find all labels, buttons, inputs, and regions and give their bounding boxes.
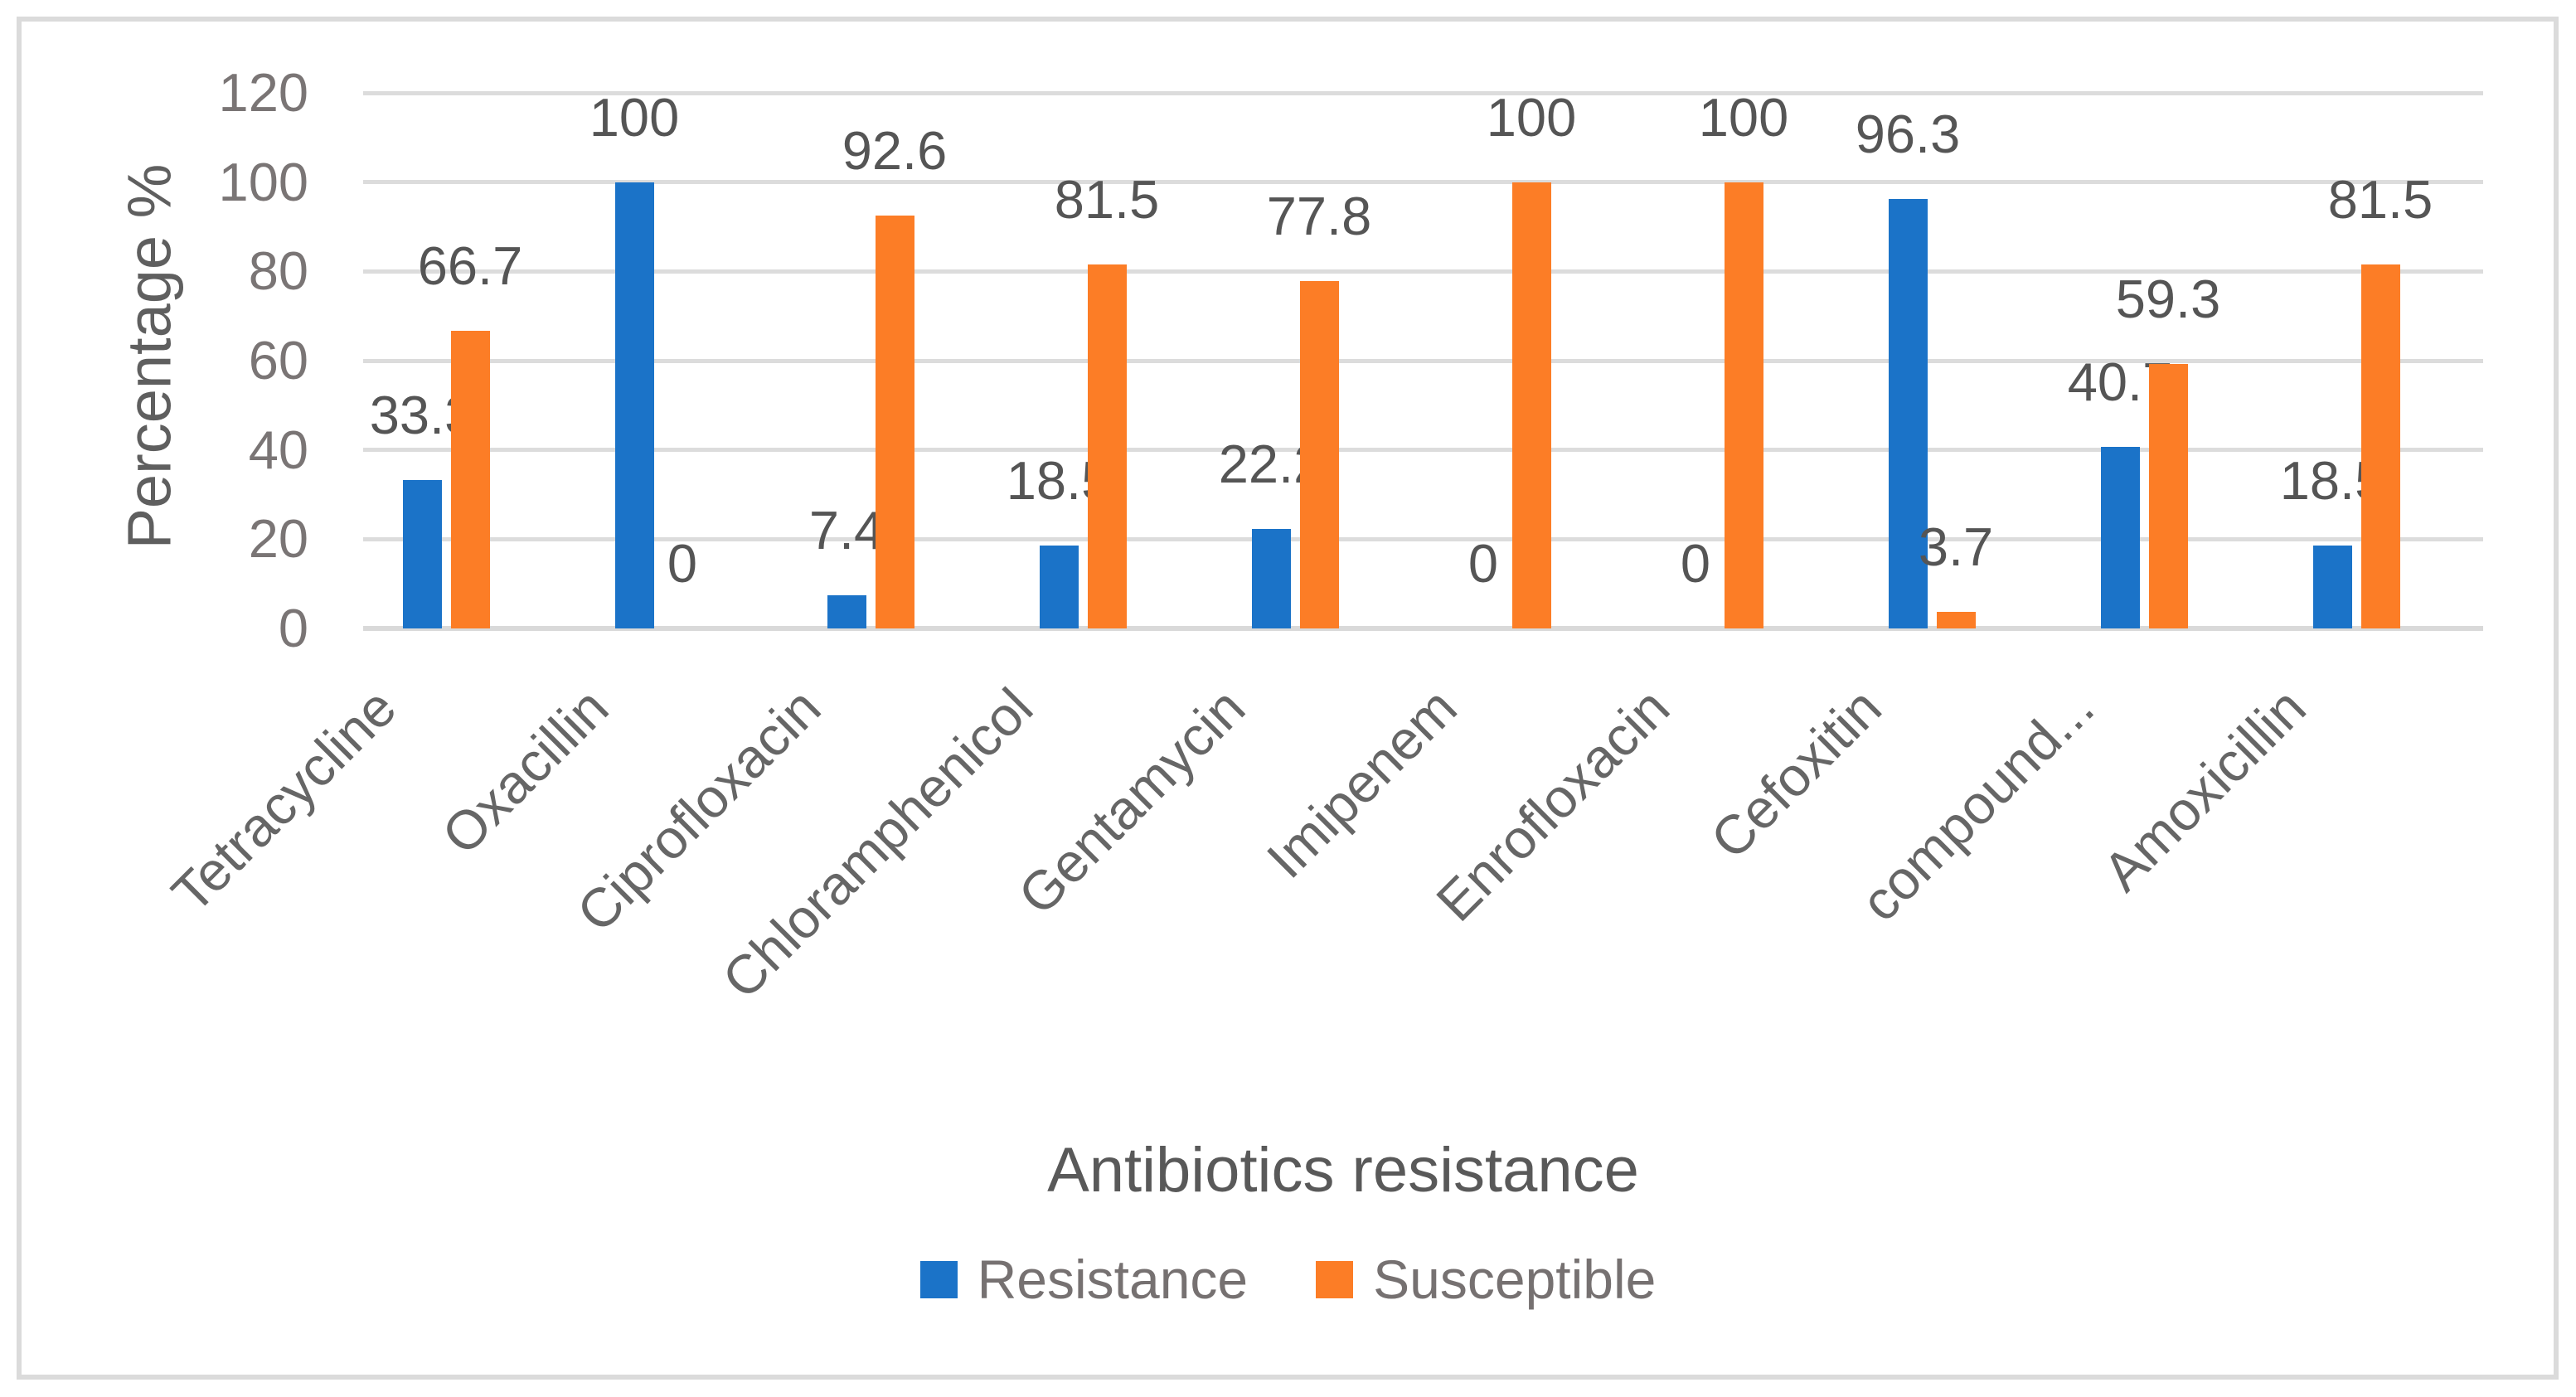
x-axis-title: Antibiotics resistance: [1047, 1135, 1639, 1205]
gridline-20: [363, 537, 2483, 541]
legend-swatch-resistance: [919, 1260, 958, 1298]
bar-resistance-oxacillin: [615, 182, 654, 628]
bar-label-susceptible-ciprofloxacin: 92.6: [842, 120, 948, 181]
bar-label-susceptible-compound: 59.3: [2115, 269, 2221, 329]
legend-label-resistance: Resistance: [977, 1249, 1249, 1310]
y-tick-label-40: 40: [248, 420, 308, 480]
bar-label-susceptible-imipenem: 100: [1486, 87, 1577, 148]
bar-label-susceptible-amoxicillin: 81.5: [2327, 169, 2433, 230]
bar-label-resistance-amoxicillin: 18.5: [2279, 450, 2385, 511]
bar-label-resistance-cefoxitin: 96.3: [1855, 104, 1961, 164]
bar-label-susceptible-cefoxitin: 3.7: [1918, 517, 1994, 577]
bar-label-susceptible-enrofloxacin: 100: [1698, 87, 1789, 148]
legend-swatch-susceptible: [1316, 1260, 1354, 1298]
bar-label-susceptible-chloramphenicol: 81.5: [1054, 169, 1160, 230]
bar-resistance-cefoxitin: [1889, 199, 1928, 628]
bar-susceptible-tetracycline: [451, 331, 490, 628]
bar-resistance-amoxicillin: [2313, 546, 2352, 628]
bar-label-susceptible-oxacillin: 0: [667, 533, 698, 594]
gridline-60: [363, 359, 2483, 363]
bar-susceptible-amoxicillin: [2361, 264, 2400, 628]
gridline-120: [363, 91, 2483, 95]
bar-label-resistance-ciprofloxacin: 7.4: [808, 500, 885, 560]
legend-label-susceptible: Susceptible: [1373, 1249, 1657, 1310]
legend-item-susceptible: Susceptible: [1316, 1248, 1656, 1311]
bar-susceptible-enrofloxacin: [1725, 182, 1763, 628]
bar-resistance-compound: [2101, 447, 2140, 628]
y-tick-label-0: 0: [278, 598, 308, 658]
bar-susceptible-compound: [2149, 364, 2188, 628]
bar-label-resistance-gentamycin: 22.2: [1218, 434, 1324, 494]
gridline-80: [363, 269, 2483, 274]
y-tick-label-80: 80: [248, 240, 308, 301]
bar-label-resistance-compound: 40.7: [2067, 352, 2173, 412]
bar-label-resistance-enrofloxacin: 0: [1680, 533, 1711, 594]
bar-resistance-chloramphenicol: [1040, 546, 1079, 628]
y-tick-label-120: 120: [218, 62, 308, 123]
bar-label-resistance-oxacillin: 100: [589, 87, 680, 148]
x-axis-line: [363, 626, 2483, 631]
bar-susceptible-gentamycin: [1300, 281, 1339, 628]
bar-susceptible-cefoxitin: [1937, 612, 1976, 628]
bar-label-resistance-imipenem: 0: [1467, 533, 1499, 594]
bar-resistance-ciprofloxacin: [827, 595, 866, 628]
figure-border: [17, 17, 2559, 1380]
gridline-40: [363, 448, 2483, 452]
bar-resistance-gentamycin: [1252, 529, 1291, 628]
bar-label-susceptible-tetracycline: 66.7: [417, 235, 523, 296]
y-tick-label-60: 60: [248, 330, 308, 390]
gridline-100: [363, 180, 2483, 184]
y-tick-label-100: 100: [218, 152, 308, 212]
bar-susceptible-chloramphenicol: [1088, 264, 1127, 628]
legend: Resistance Susceptible: [0, 1239, 2576, 1319]
legend-item-resistance: Resistance: [919, 1248, 1249, 1311]
bar-resistance-tetracycline: [403, 480, 442, 628]
bar-susceptible-imipenem: [1512, 182, 1551, 628]
bar-susceptible-ciprofloxacin: [876, 216, 914, 628]
y-tick-label-20: 20: [248, 508, 308, 569]
bar-label-susceptible-gentamycin: 77.8: [1266, 186, 1372, 246]
bar-label-resistance-tetracycline: 33.3: [369, 385, 475, 445]
